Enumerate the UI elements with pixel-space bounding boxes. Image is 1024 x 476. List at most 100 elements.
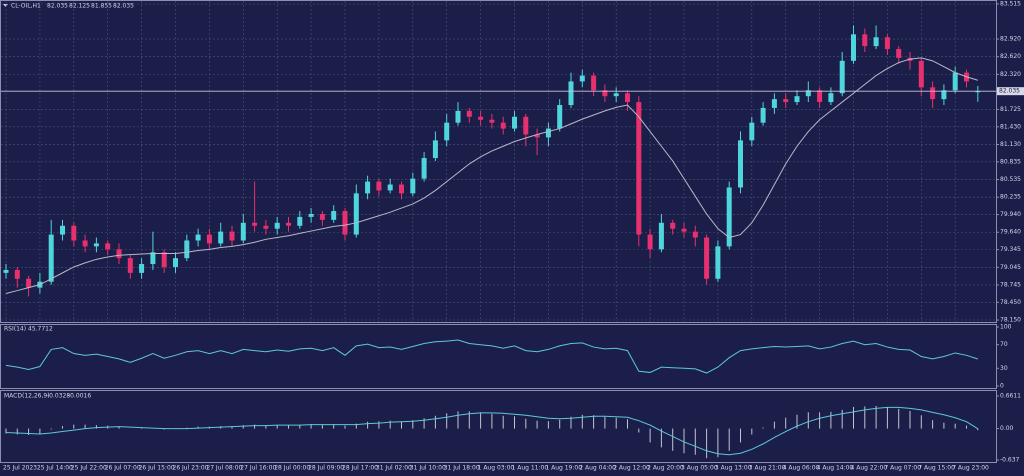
x-tick-label: 7 Aug 07:00 (884, 465, 921, 472)
y-tick-label: 79.640 (1000, 229, 1021, 236)
candle-body (512, 116, 517, 129)
y-tick-label: 79.045 (1000, 264, 1021, 271)
x-tick-label: 7 Aug 23:00 (952, 465, 989, 472)
x-tick-label: 1 Aug 03:00 (478, 465, 515, 472)
x-tick-label: 31 Jul 02:00 (376, 465, 412, 472)
x-tick-label: 26 Jul 15:00 (139, 465, 175, 472)
y-tick-label: 30 (1000, 365, 1008, 372)
candle-body (286, 222, 291, 226)
candle-body (365, 181, 371, 194)
candle-body (760, 107, 766, 123)
y-tick-label: 82.920 (1000, 36, 1021, 43)
candle-body (82, 240, 88, 247)
candle-body (105, 243, 111, 250)
macd-value: -0.0328 (47, 393, 70, 400)
y-tick-label: 82.620 (1000, 53, 1021, 60)
candle-body (376, 181, 382, 191)
x-tick-label: 25 Jul 2023 (3, 465, 37, 472)
candle-body (478, 116, 484, 120)
candle-body (783, 99, 789, 103)
candle-body (692, 231, 698, 238)
chart-title: CL-OIL,H1 (11, 3, 41, 10)
candle-body (851, 34, 856, 61)
y-tick-label: 0 (1000, 383, 1004, 390)
x-tick-label: 26 Jul 07:00 (105, 465, 141, 472)
candle-body (896, 49, 902, 58)
candle-body (602, 90, 608, 97)
candle-body (71, 225, 77, 241)
y-tick-label: 80.535 (1000, 176, 1021, 183)
y-tick-label: 81.430 (1000, 123, 1021, 130)
candle-body (342, 211, 348, 235)
rsi-pane (0, 324, 997, 389)
x-tick-label: 4 Aug 14:00 (817, 465, 854, 472)
candle-body (421, 158, 427, 179)
y-tick-label: 78.450 (1000, 299, 1021, 306)
current-price-box (997, 87, 1024, 96)
y-tick-label: 83.515 (1000, 1, 1021, 8)
candle-body (873, 37, 879, 47)
candle-body (263, 225, 269, 229)
candle-body (444, 122, 450, 141)
candle-body (613, 93, 619, 97)
candle-body (545, 128, 551, 138)
candle-body (534, 134, 540, 138)
current-price-label: 82.035 (999, 88, 1020, 95)
candle-body (195, 234, 201, 241)
candle-body (161, 252, 167, 267)
x-tick-label: 4 Aug 22:00 (851, 465, 888, 472)
y-tick-label: 82.320 (1000, 71, 1021, 78)
candle-body (862, 34, 868, 47)
candle-body (127, 258, 133, 273)
candle-body (658, 222, 664, 250)
candle-body (975, 91, 981, 93)
candle-body (647, 234, 653, 250)
ohlc-open: 82.035 (47, 3, 68, 10)
candle-body (681, 228, 687, 232)
candle-body (48, 234, 54, 282)
menu-arrow (3, 4, 8, 7)
candle-body (715, 246, 721, 279)
y-tick-label: 78.150 (1000, 317, 1021, 324)
macd-pane (0, 390, 997, 463)
candle-body (930, 87, 936, 100)
rsi-title: RSI(14) (4, 326, 26, 333)
moving-average (5, 57, 978, 294)
candle-body (274, 222, 280, 229)
x-tick-label: 3 Aug 05:00 (681, 465, 718, 472)
candle-body (738, 140, 743, 188)
candle-body (500, 122, 506, 129)
x-tick-label: 7 Aug 15:00 (918, 465, 955, 472)
x-tick-label: 25 Jul 22:00 (71, 465, 107, 472)
x-tick-label: 2 Aug 04:00 (579, 465, 616, 472)
candle-body (749, 122, 755, 141)
candle-body (794, 96, 800, 103)
ohlc-low: 81.855 (91, 3, 112, 10)
candle-body (828, 93, 834, 103)
candle-body (297, 216, 303, 226)
candle-body (331, 211, 337, 220)
x-tick-label: 1 Aug 19:00 (545, 465, 582, 472)
candle-body (218, 231, 224, 244)
candle-body (26, 278, 32, 288)
candle-body (399, 184, 404, 194)
macd-title: MACD(12,26,9) (4, 393, 50, 400)
y-tick-label: 80.235 (1000, 194, 1021, 201)
candle-body (579, 75, 585, 82)
x-tick-label: 3 Aug 21:00 (749, 465, 786, 472)
y-tick-label: 0.00 (1000, 425, 1014, 432)
candle-body (466, 110, 472, 117)
candle-body (568, 81, 574, 106)
x-tick-label: 28 Jul 17:00 (342, 465, 378, 472)
x-tick-label: 4 Aug 06:00 (783, 465, 820, 472)
y-tick-label: 81.130 (1000, 141, 1021, 148)
x-tick-label: 25 Jul 14:00 (37, 465, 73, 472)
candle-body (489, 119, 495, 123)
candle-body (3, 269, 9, 273)
rsi-value: 45.7712 (28, 326, 53, 333)
x-tick-label: 27 Jul 16:00 (240, 465, 276, 472)
y-tick-label: 70 (1000, 341, 1008, 348)
candle-body (839, 60, 845, 94)
candle-body (952, 72, 958, 91)
